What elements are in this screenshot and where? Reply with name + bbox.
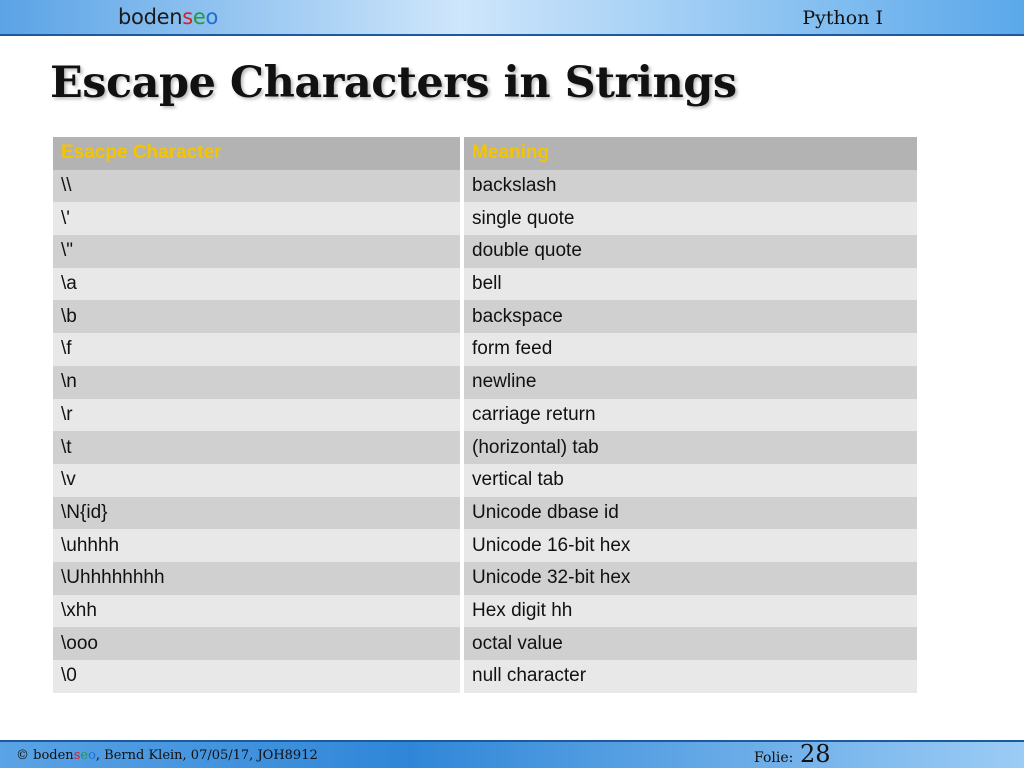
escape-sequence-cell: \\	[53, 169, 462, 203]
table-row: \ooo octal value	[53, 627, 917, 660]
escape-sequence-cell: \Uhhhhhhhh	[53, 561, 462, 595]
meaning-cell: null character	[460, 660, 917, 693]
escape-sequence-cell: \'	[53, 202, 462, 236]
table-row: \Uhhhhhhhh Unicode 32-bit hex	[53, 561, 917, 595]
column-header-meaning: Meaning	[460, 137, 917, 170]
meaning-cell: form feed	[460, 333, 917, 366]
slide-number: 28	[800, 740, 831, 768]
escape-sequence-cell: \N{id}	[53, 496, 462, 530]
footer-bar: © bodenseo, Bernd Klein, 07/05/17, JOH89…	[0, 740, 1024, 768]
table-row: \r carriage return	[53, 398, 917, 432]
table-row: \v vertical tab	[53, 463, 917, 497]
escape-sequence-cell: \ooo	[53, 627, 462, 660]
meaning-cell: Unicode 16-bit hex	[460, 529, 917, 562]
escape-sequence-cell: \0	[53, 660, 462, 693]
slide-title: Escape Characters in Strings	[50, 58, 737, 108]
table-row: \\ backslash	[53, 169, 917, 203]
meaning-cell: single quote	[460, 202, 917, 236]
slide-label: Folie:	[754, 750, 794, 766]
meaning-cell: Hex digit hh	[460, 594, 917, 628]
escape-sequence-cell: \uhhhh	[53, 529, 462, 562]
meaning-cell: vertical tab	[460, 463, 917, 497]
table-row: \" double quote	[53, 235, 917, 268]
table-header-row: Esacpe Character Meaning	[53, 137, 917, 170]
escape-sequence-cell: \a	[53, 267, 462, 301]
meaning-cell: (horizontal) tab	[460, 431, 917, 464]
escape-sequence-cell: \r	[53, 398, 462, 432]
escape-sequence-cell: \b	[53, 300, 462, 334]
table-row: \n newline	[53, 365, 917, 399]
table-row: \uhhhh Unicode 16-bit hex	[53, 529, 917, 562]
escape-sequence-cell: \"	[53, 235, 462, 268]
column-header-character: Esacpe Character	[53, 137, 462, 170]
table-row: \b backspace	[53, 300, 917, 334]
escape-sequence-cell: \f	[53, 333, 462, 366]
table-row: \' single quote	[53, 202, 917, 236]
header-bar: bodenseo Python I	[0, 0, 1024, 36]
escape-sequence-cell: \v	[53, 463, 462, 497]
meaning-cell: double quote	[460, 235, 917, 268]
meaning-cell: newline	[460, 365, 917, 399]
table-row: \N{id} Unicode dbase id	[53, 496, 917, 530]
meaning-cell: carriage return	[460, 398, 917, 432]
meaning-cell: Unicode dbase id	[460, 496, 917, 530]
escape-table: Esacpe Character Meaning \\ backslash \' si…	[53, 137, 917, 693]
table-row: \xhh Hex digit hh	[53, 594, 917, 628]
meaning-cell: backslash	[460, 169, 917, 203]
course-title: Python I	[802, 7, 883, 29]
meaning-cell: backspace	[460, 300, 917, 334]
table-row: \0 null character	[53, 660, 917, 693]
bodenseo-logo: bodenseo	[118, 5, 219, 29]
escape-sequence-cell: \t	[53, 431, 462, 464]
meaning-cell: bell	[460, 267, 917, 301]
escape-sequence-cell: \n	[53, 365, 462, 399]
footer-credit: © bodenseo, Bernd Klein, 07/05/17, JOH89…	[16, 748, 318, 763]
table-body: \\ backslash \' single quote \" double quote \…	[53, 169, 917, 693]
meaning-cell: octal value	[460, 627, 917, 660]
table-row: \a bell	[53, 267, 917, 301]
escape-sequence-cell: \xhh	[53, 594, 462, 628]
table-row: \t (horizontal) tab	[53, 431, 917, 464]
meaning-cell: Unicode 32-bit hex	[460, 561, 917, 595]
table-row: \f form feed	[53, 333, 917, 366]
